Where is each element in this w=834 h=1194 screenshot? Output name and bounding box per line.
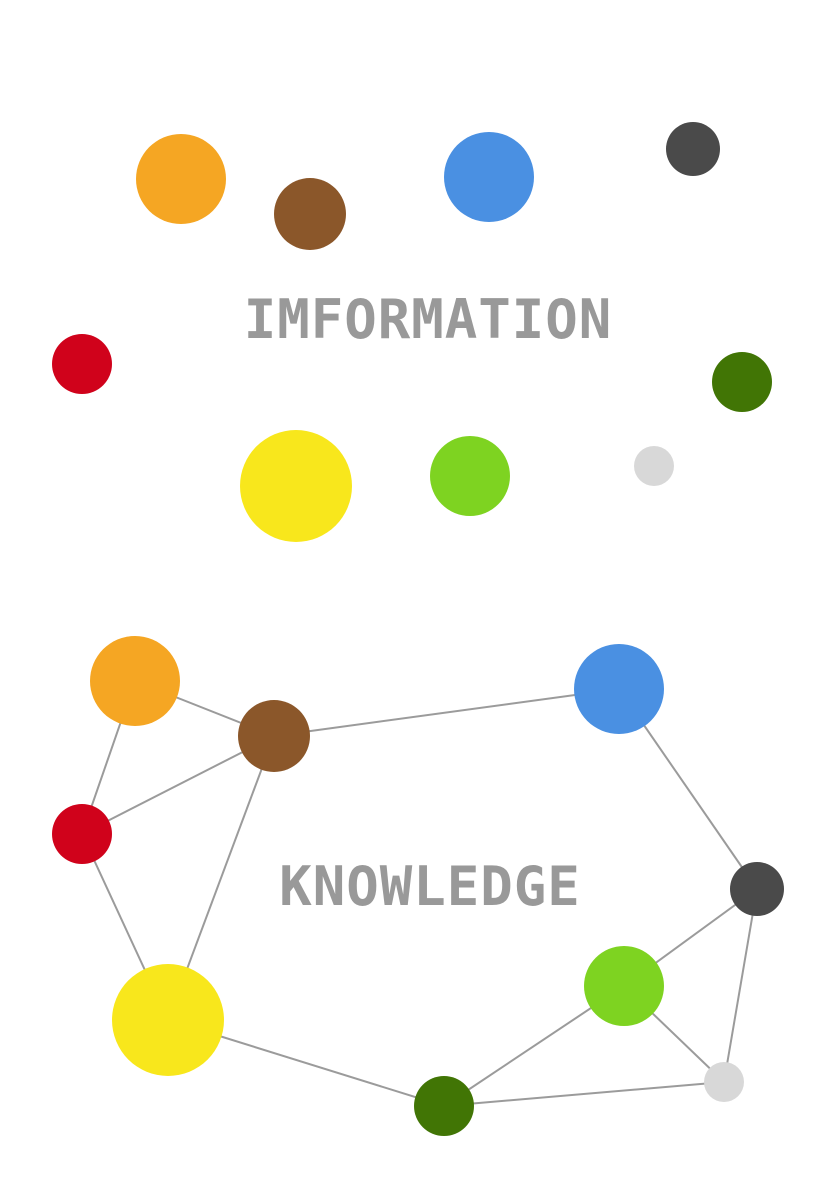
knowledge-node-yellow — [112, 964, 224, 1076]
information-dots — [52, 122, 772, 542]
information-dot-dark-gray — [666, 122, 720, 176]
information-dot-dark-green — [712, 352, 772, 412]
knowledge-nodes — [52, 636, 784, 1136]
knowledge-edge-dark-green-light-gray — [443, 1081, 725, 1107]
information-dot-blue — [444, 132, 534, 222]
information-dot-orange — [136, 134, 226, 224]
knowledge-node-light-gray — [704, 1062, 744, 1102]
knowledge-node-lime — [584, 946, 664, 1026]
knowledge-edge-brown-blue — [273, 688, 620, 737]
information-dot-lime — [430, 436, 510, 516]
information-dot-yellow — [240, 430, 352, 542]
knowledge-node-dark-green — [414, 1076, 474, 1136]
information-dot-red — [52, 334, 112, 394]
knowledge-node-dark-gray — [730, 862, 784, 916]
information-dot-brown — [274, 178, 346, 250]
information-dot-light-gray — [634, 446, 674, 486]
knowledge-node-blue — [574, 644, 664, 734]
knowledge-edge-dark-gray-light-gray — [723, 888, 758, 1083]
knowledge-node-orange — [90, 636, 180, 726]
knowledge-node-brown — [238, 700, 310, 772]
knowledge-title: KNOWLEDGE — [279, 855, 581, 918]
knowledge-node-red — [52, 804, 112, 864]
information-title: IMFORMATION — [244, 288, 613, 351]
